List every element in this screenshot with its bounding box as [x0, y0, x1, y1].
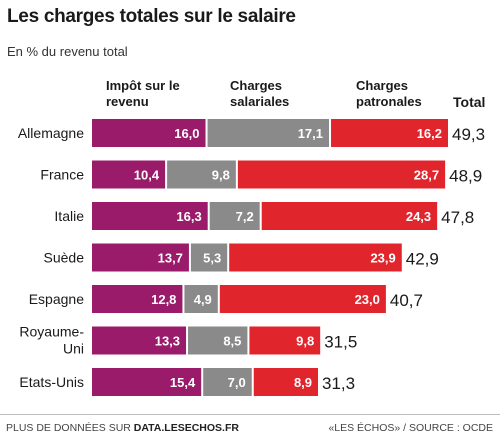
bar-allemagne-employee-charges	[207, 119, 330, 147]
bar-italie-employer-charges	[261, 202, 438, 230]
bar-france-employee-charges	[167, 160, 236, 189]
value-label-royaume-uni-income-tax: 13,3	[155, 334, 180, 349]
total-label-etats-unis: 31,3	[322, 374, 355, 393]
category-label-allemagne: Allemagne	[18, 125, 84, 141]
bar-su-de-employer-charges	[229, 243, 402, 272]
total-label-italie: 47,8	[441, 208, 474, 227]
value-label-etats-unis-employee-charges: 7,0	[228, 375, 246, 390]
value-label-allemagne-employee-charges: 17,1	[298, 126, 323, 141]
value-label-espagne-income-tax: 12,8	[151, 292, 176, 307]
value-label-su-de-employer-charges: 23,9	[370, 251, 395, 266]
bar-italie-employee-charges	[209, 202, 260, 230]
footer-divider	[0, 414, 500, 415]
legend-employee-charges: Charges salariales	[230, 78, 290, 109]
value-label-su-de-income-tax: 13,7	[158, 251, 183, 266]
bar-italie-income-tax	[92, 202, 208, 230]
bar-etats-unis-employer-charges	[253, 368, 319, 396]
bar-etats-unis-income-tax	[92, 368, 202, 396]
bar-royaume-uni-income-tax	[92, 326, 187, 355]
value-label-france-employee-charges: 9,8	[212, 168, 230, 183]
category-label-france: France	[40, 167, 84, 183]
total-label-royaume-uni: 31,5	[324, 333, 357, 352]
value-label-allemagne-income-tax: 16,0	[174, 126, 199, 141]
total-label-espagne: 40,7	[390, 291, 423, 310]
value-label-su-de-employee-charges: 5,3	[203, 251, 221, 266]
bar-su-de-income-tax	[92, 243, 189, 272]
value-label-france-income-tax: 10,4	[134, 168, 160, 183]
chart-title: Les charges totales sur le salaire	[7, 6, 296, 27]
category-label-etats-unis: Etats-Unis	[19, 374, 84, 390]
footer-prefix: PLUS DE DONNÉES SUR	[6, 422, 134, 434]
total-label-allemagne: 49,3	[452, 125, 485, 144]
bar-france-employer-charges	[237, 160, 446, 189]
value-label-etats-unis-employer-charges: 8,9	[294, 375, 312, 390]
bar-allemagne-employer-charges	[331, 119, 448, 147]
bar-allemagne-income-tax	[92, 119, 206, 147]
footer-more-data: PLUS DE DONNÉES SUR DATA.LESECHOS.FR	[6, 422, 239, 434]
value-label-espagne-employer-charges: 23,0	[355, 292, 380, 307]
bar-france-income-tax	[92, 160, 166, 189]
category-label-su-de: Suède	[44, 250, 85, 266]
legend-income-tax: Impôt sur le revenu	[106, 78, 180, 109]
stacked-bar-chart: Allemagne 16,0 17,1 16,2 49,3 France 10,4 9,8 28…	[18, 119, 485, 396]
legend-total: Total	[453, 94, 486, 110]
category-label-italie: Italie	[54, 208, 84, 224]
footer-site-link[interactable]: DATA.LESECHOS.FR	[133, 422, 239, 434]
bar-royaume-uni-employer-charges	[249, 326, 321, 355]
value-label-allemagne-employer-charges: 16,2	[417, 126, 442, 141]
footer-source: «LES ÉCHOS» / SOURCE : OCDE	[328, 422, 493, 434]
bar-su-de-employee-charges	[190, 243, 228, 272]
value-label-italie-income-tax: 16,3	[176, 209, 201, 224]
total-label-su-de: 42,9	[406, 250, 439, 269]
value-label-france-employer-charges: 28,7	[414, 168, 439, 183]
value-label-royaume-uni-employee-charges: 8,5	[223, 334, 241, 349]
legend-employer-charges: Charges patronales	[356, 78, 422, 109]
bar-etats-unis-employee-charges	[203, 368, 252, 396]
total-label-france: 48,9	[449, 167, 482, 186]
bar-espagne-employer-charges	[219, 285, 386, 313]
chart-subtitle: En % du revenu total	[7, 44, 128, 59]
value-label-italie-employee-charges: 7,2	[236, 209, 254, 224]
bar-royaume-uni-employee-charges	[188, 326, 248, 355]
value-label-espagne-employee-charges: 4,9	[194, 292, 212, 307]
value-label-italie-employer-charges: 24,3	[406, 209, 431, 224]
bar-espagne-income-tax	[92, 285, 183, 313]
value-label-etats-unis-income-tax: 15,4	[170, 375, 196, 390]
category-label-espagne: Espagne	[29, 291, 84, 307]
bar-espagne-employee-charges	[184, 285, 218, 313]
value-label-royaume-uni-employer-charges: 9,8	[296, 334, 314, 349]
category-label-royaume-uni: Royaume-Uni	[19, 324, 84, 357]
